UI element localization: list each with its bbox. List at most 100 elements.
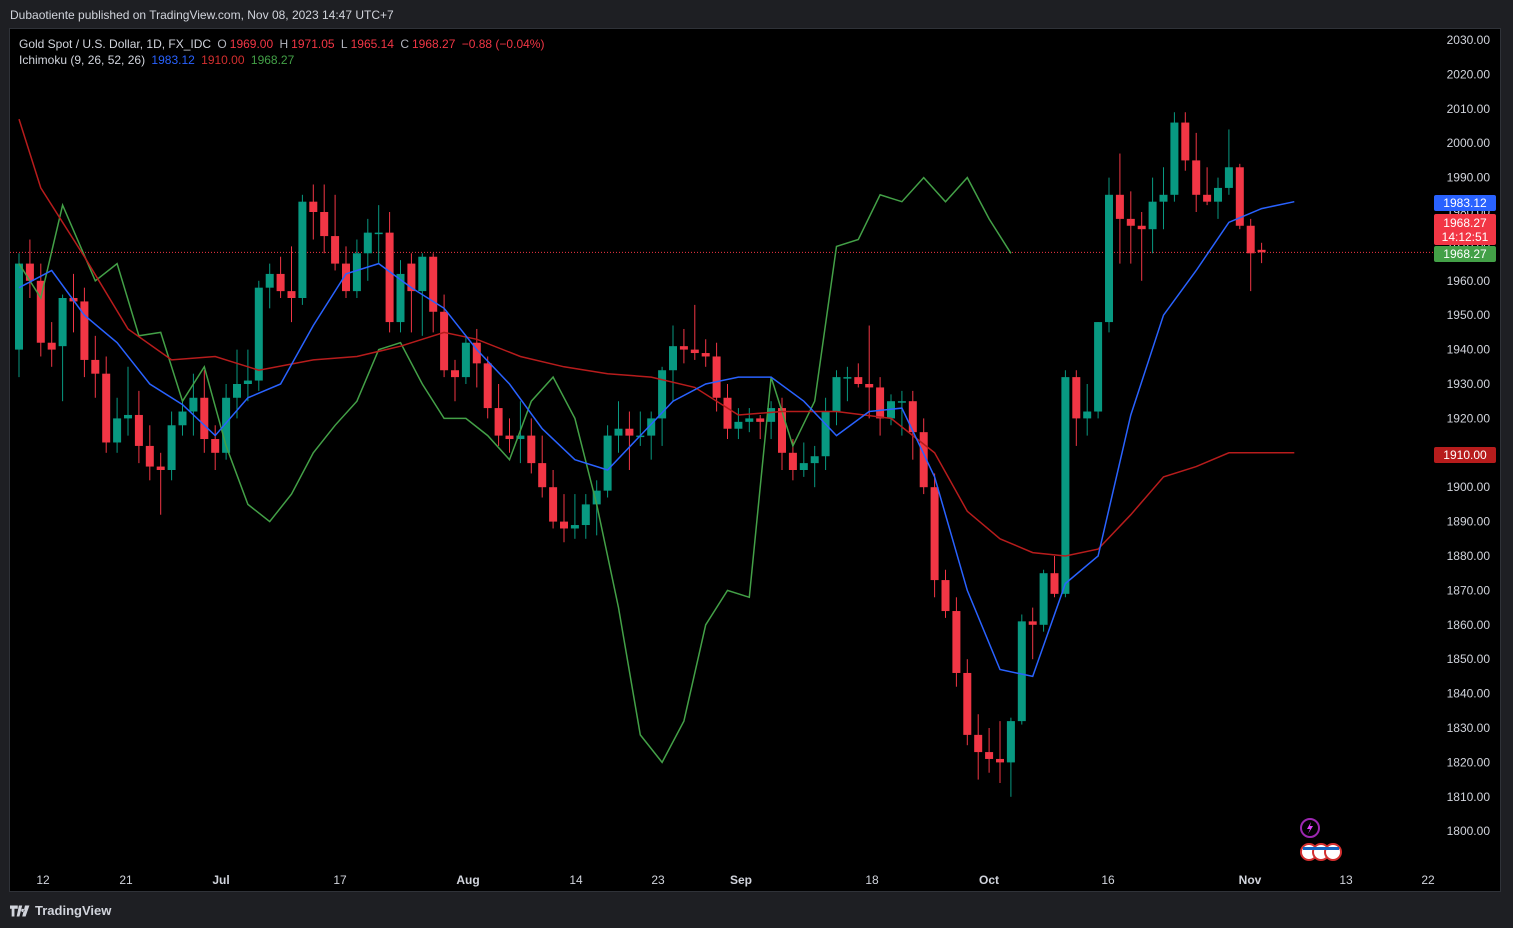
candle-body [570, 525, 579, 529]
candle-body [15, 263, 23, 350]
chikou-span-line [18, 176, 1012, 764]
price-tick-label: 1930.00 [1447, 377, 1491, 391]
kijun-sen-line [18, 118, 1295, 557]
price-axis: 2030.002020.002010.002000.001990.001980.… [1447, 33, 1491, 838]
candle-body [930, 487, 939, 581]
candle-body [265, 273, 274, 288]
candle-body [1017, 621, 1026, 722]
candle-body [1072, 377, 1081, 419]
candle-body [113, 418, 122, 443]
candle-body [756, 418, 765, 422]
candle-body [320, 212, 329, 237]
candle-body [516, 435, 525, 440]
candle-body [1159, 194, 1168, 202]
time-tick-label: 21 [119, 873, 133, 887]
candles-layer [15, 112, 1266, 797]
time-tick-label: 16 [1101, 873, 1115, 887]
time-tick-label: Sep [730, 873, 752, 887]
candle-body [527, 435, 536, 464]
price-tick-label: 1900.00 [1447, 480, 1491, 494]
price-tick-label: 1830.00 [1447, 721, 1491, 735]
price-tick-label: 1810.00 [1447, 790, 1491, 804]
close-label: C [400, 37, 409, 51]
price-badges: 1983.12 1968.27 14:12:51 1968.27 1910.00 [1434, 195, 1496, 463]
candle-body [690, 349, 699, 354]
price-tick-label: 1870.00 [1447, 583, 1491, 597]
price-tick-label: 1840.00 [1447, 687, 1491, 701]
last-badge-bg [1434, 214, 1496, 245]
candle-body [1170, 122, 1179, 195]
candle-body [679, 346, 688, 350]
price-tick-label: 1990.00 [1447, 171, 1491, 185]
candle-body [298, 201, 307, 298]
candle-body [80, 301, 89, 360]
chikou-badge: 1968.27 [1443, 247, 1487, 261]
symbol-name[interactable]: Gold Spot / U.S. Dollar, 1D, FX_IDC [19, 37, 212, 51]
candle-body [178, 411, 187, 426]
candle-body [1224, 167, 1233, 188]
candle-body [222, 397, 231, 453]
candle-body [1105, 194, 1113, 323]
low-value: 1965.14 [350, 37, 394, 51]
candle-body [974, 734, 983, 753]
candle-body [1257, 249, 1266, 253]
candle-body [963, 672, 972, 735]
candle-body [363, 232, 372, 254]
event-icons [1300, 818, 1342, 861]
candle-body [25, 263, 34, 281]
candle-body [36, 280, 45, 343]
candle-body [91, 359, 100, 374]
high-value: 1971.05 [291, 37, 335, 51]
candle-body [581, 504, 590, 526]
close-value: 1968.27 [412, 37, 456, 51]
candle-body [102, 373, 111, 443]
indicator-name[interactable]: Ichimoku (9, 26, 52, 26) [19, 53, 146, 67]
chart-pane[interactable]: 2030.00 2020.00 2010.00 2000.00 1990.00 1980.… [9, 28, 1501, 892]
candle-body [342, 263, 350, 292]
candle-body [494, 408, 503, 436]
candle-body [985, 752, 994, 759]
price-tick-label: 2030.00 [1447, 33, 1491, 47]
candle-body [701, 353, 710, 357]
time-tick-label: 17 [333, 873, 347, 887]
symbol-legend[interactable]: Gold Spot / U.S. Dollar, 1D, FX_IDC O 196… [19, 37, 547, 51]
time-tick-label: Nov [1239, 873, 1262, 887]
candle-body [233, 384, 241, 398]
price-tick-label: 1880.00 [1447, 549, 1491, 563]
price-tick-label: 1800.00 [1447, 824, 1491, 838]
candle-body [952, 611, 961, 673]
candle-body [385, 232, 394, 323]
tradingview-brand[interactable]: TradingView [10, 903, 111, 918]
price-tick-label: 1950.00 [1447, 308, 1491, 322]
candle-body [788, 452, 797, 470]
tenkan-value: 1983.12 [151, 53, 195, 67]
candle-body [1115, 194, 1124, 219]
indicator-legend[interactable]: Ichimoku (9, 26, 52, 26) 1983.12 1910.00… [19, 53, 297, 67]
candle-body [897, 401, 906, 403]
candle-body [734, 421, 743, 429]
candle-body [1094, 322, 1103, 412]
candle-body [1083, 411, 1092, 419]
tradingview-logo-icon [10, 904, 30, 917]
candle-body [996, 758, 1004, 763]
price-chart[interactable]: 2030.002020.002010.002000.001990.001980.… [10, 29, 1500, 891]
candle-body [331, 236, 340, 264]
bar-countdown: 14:12:51 [1442, 230, 1489, 244]
candle-body [1137, 225, 1146, 230]
kijun-value: 1910.00 [201, 53, 245, 67]
tenkan-badge: 1983.12 [1443, 196, 1487, 210]
price-tick-label: 1820.00 [1447, 755, 1491, 769]
candle-body [276, 273, 285, 292]
candle-body [560, 521, 568, 529]
publisher-info: Dubaotiente published on TradingView.com… [10, 8, 394, 22]
candle-body [603, 435, 612, 491]
candle-body [396, 273, 405, 323]
candle-body [1039, 573, 1048, 625]
candle-body [483, 363, 492, 409]
us-flag-icon [1324, 843, 1342, 861]
candle-body [832, 377, 841, 412]
time-tick-label: 13 [1339, 873, 1353, 887]
candle-body [669, 346, 677, 371]
chikou-badge-bg [1434, 246, 1496, 262]
candle-body [440, 311, 449, 371]
